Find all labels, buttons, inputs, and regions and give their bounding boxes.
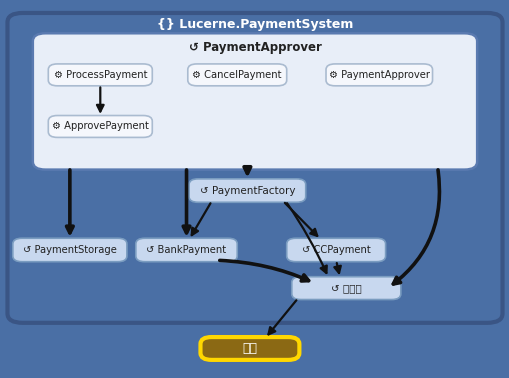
FancyBboxPatch shape — [286, 238, 385, 262]
FancyBboxPatch shape — [135, 238, 237, 262]
Text: ↺ BankPayment: ↺ BankPayment — [146, 245, 226, 255]
FancyBboxPatch shape — [200, 337, 299, 360]
Text: {} Lucerne.PaymentSystem: {} Lucerne.PaymentSystem — [156, 19, 353, 31]
FancyBboxPatch shape — [48, 64, 152, 86]
FancyBboxPatch shape — [8, 13, 501, 323]
Text: ↺ CCPayment: ↺ CCPayment — [301, 245, 370, 255]
Text: ↺ 支払い: ↺ 支払い — [330, 283, 361, 293]
Text: ⚙ ProcessPayment: ⚙ ProcessPayment — [53, 70, 147, 80]
FancyBboxPatch shape — [189, 179, 305, 202]
Text: ⚙ CancelPayment: ⚙ CancelPayment — [192, 70, 281, 80]
FancyBboxPatch shape — [13, 238, 127, 262]
Text: ↺ PaymentFactory: ↺ PaymentFactory — [199, 186, 295, 195]
Text: 外部: 外部 — [242, 342, 257, 355]
FancyBboxPatch shape — [325, 64, 432, 86]
FancyBboxPatch shape — [48, 116, 152, 138]
FancyBboxPatch shape — [33, 33, 476, 170]
Text: ↺ PaymentStorage: ↺ PaymentStorage — [23, 245, 117, 255]
FancyBboxPatch shape — [291, 277, 400, 299]
FancyBboxPatch shape — [187, 64, 286, 86]
Text: ⚙ ApprovePayment: ⚙ ApprovePayment — [52, 121, 149, 132]
Text: ⚙ PaymentApprover: ⚙ PaymentApprover — [328, 70, 429, 80]
Text: ↺ PaymentApprover: ↺ PaymentApprover — [188, 41, 321, 54]
